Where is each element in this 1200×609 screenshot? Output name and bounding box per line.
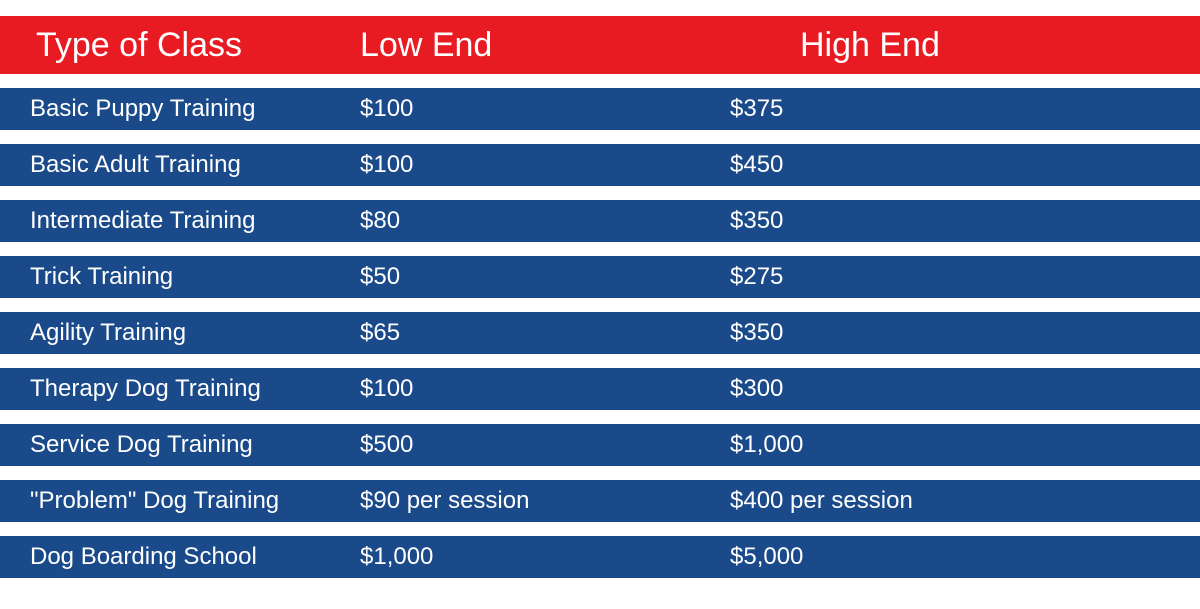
table-row: "Problem" Dog Training $90 per session $… bbox=[0, 480, 1200, 522]
cell-low: $100 bbox=[340, 151, 710, 179]
cell-low: $50 bbox=[340, 263, 710, 291]
cell-low: $100 bbox=[340, 95, 710, 123]
cell-high: $400 per session bbox=[710, 487, 1200, 515]
table-row: Dog Boarding School $1,000 $5,000 bbox=[0, 536, 1200, 578]
table-row: Agility Training $65 $350 bbox=[0, 312, 1200, 354]
header-col-high: High End bbox=[710, 26, 1200, 65]
table-row: Trick Training $50 $275 bbox=[0, 256, 1200, 298]
cell-class: Basic Puppy Training bbox=[0, 95, 340, 123]
cell-low: $500 bbox=[340, 431, 710, 459]
cell-high: $1,000 bbox=[710, 431, 1200, 459]
table-header-row: Type of Class Low End High End bbox=[0, 16, 1200, 74]
cell-class: Therapy Dog Training bbox=[0, 375, 340, 403]
header-col-class: Type of Class bbox=[0, 26, 340, 65]
cell-high: $350 bbox=[710, 207, 1200, 235]
table-row: Basic Adult Training $100 $450 bbox=[0, 144, 1200, 186]
cell-low: $1,000 bbox=[340, 543, 710, 571]
cell-low: $65 bbox=[340, 319, 710, 347]
cell-class: Service Dog Training bbox=[0, 431, 340, 459]
cell-high: $275 bbox=[710, 263, 1200, 291]
cell-low: $90 per session bbox=[340, 487, 710, 515]
cell-high: $5,000 bbox=[710, 543, 1200, 571]
cell-low: $80 bbox=[340, 207, 710, 235]
cell-class: Basic Adult Training bbox=[0, 151, 340, 179]
cell-class: "Problem" Dog Training bbox=[0, 487, 340, 515]
pricing-table: Type of Class Low End High End Basic Pup… bbox=[0, 0, 1200, 602]
cell-high: $300 bbox=[710, 375, 1200, 403]
table-row: Service Dog Training $500 $1,000 bbox=[0, 424, 1200, 466]
cell-high: $350 bbox=[710, 319, 1200, 347]
table-row: Intermediate Training $80 $350 bbox=[0, 200, 1200, 242]
table-row: Therapy Dog Training $100 $300 bbox=[0, 368, 1200, 410]
cell-class: Dog Boarding School bbox=[0, 543, 340, 571]
cell-class: Agility Training bbox=[0, 319, 340, 347]
cell-class: Intermediate Training bbox=[0, 207, 340, 235]
cell-high: $375 bbox=[710, 95, 1200, 123]
cell-low: $100 bbox=[340, 375, 710, 403]
table-row: Basic Puppy Training $100 $375 bbox=[0, 88, 1200, 130]
header-col-low: Low End bbox=[340, 26, 710, 65]
cell-high: $450 bbox=[710, 151, 1200, 179]
cell-class: Trick Training bbox=[0, 263, 340, 291]
